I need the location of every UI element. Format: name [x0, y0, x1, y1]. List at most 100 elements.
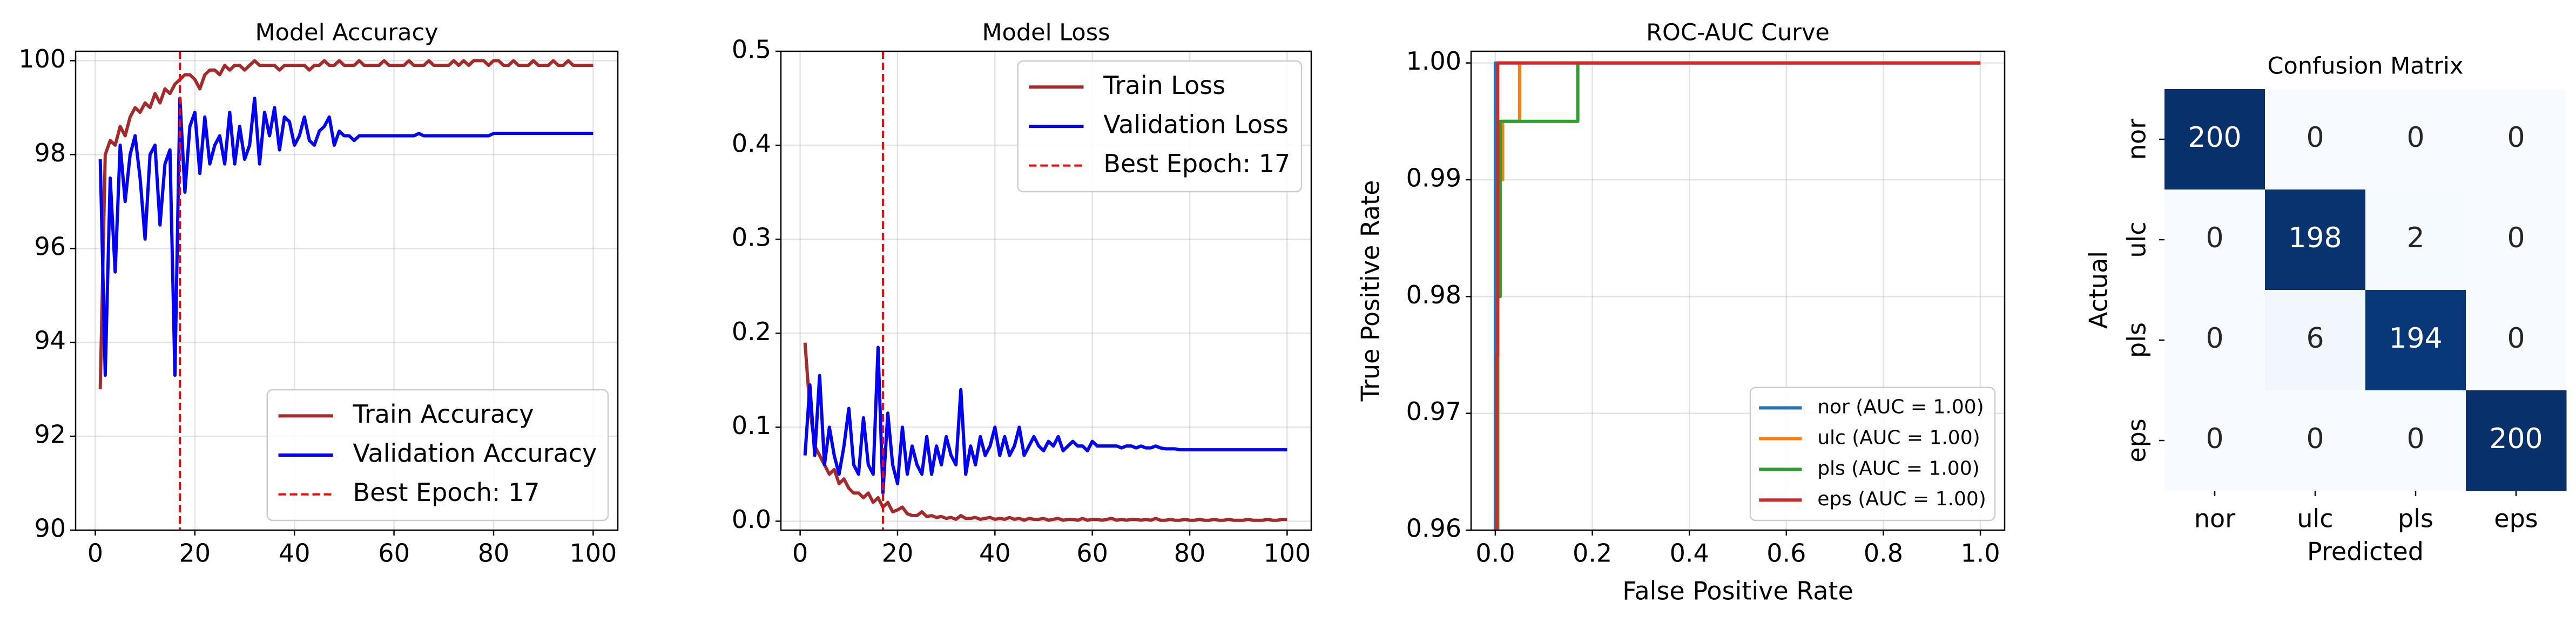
legend-label: nor (AUC = 1.00) — [1817, 396, 1984, 418]
x-tick-label: 100 — [569, 539, 617, 568]
y-axis-label: True Positive Rate — [1356, 180, 1385, 402]
cell-label: 0 — [2206, 222, 2223, 254]
legend-label: Validation Loss — [1103, 110, 1289, 139]
y-tick-label: 98 — [34, 138, 66, 167]
x-tick-label: 0 — [87, 539, 103, 568]
y-tick-label: 0.5 — [732, 35, 771, 64]
legend-label: Train Loss — [1103, 71, 1225, 100]
cell-label: 194 — [2389, 322, 2442, 355]
y-tick-label: 0.3 — [732, 223, 771, 252]
series-line — [803, 342, 1287, 522]
x-tick-label: pls — [2398, 504, 2433, 533]
axes-frame — [780, 50, 1312, 531]
x-tick-label: 0 — [792, 539, 808, 568]
cell-label: 0 — [2206, 322, 2223, 355]
heatmap-cell — [2164, 290, 2265, 391]
heatmap-cell — [2265, 89, 2366, 190]
y-tick-label: 0.99 — [1406, 163, 1461, 192]
chart-title: Model Loss — [982, 19, 1110, 46]
cell-label: 0 — [2406, 121, 2424, 154]
cell-label: 0 — [2406, 423, 2424, 455]
cell-label: 0 — [2206, 423, 2223, 455]
y-tick-label: 0.1 — [732, 411, 771, 440]
x-tick-label: 0.6 — [1766, 539, 1806, 568]
heatmap-cell — [2265, 390, 2366, 491]
cell-label: 198 — [2288, 222, 2342, 254]
y-tick-label: eps — [2122, 418, 2152, 462]
legend-label: Train Accuracy — [353, 399, 534, 429]
legend: nor (AUC = 1.00) ulc (AUC = 1.00) pls (AUC… — [1749, 387, 1996, 522]
x-tick-label: 100 — [1263, 539, 1311, 568]
heatmap-cell — [2365, 89, 2466, 190]
heatmap-cell — [2265, 189, 2366, 290]
y-tick-label: 1.00 — [1406, 46, 1461, 76]
x-tick-label: 60 — [1076, 539, 1108, 568]
x-tick-label: nor — [2194, 504, 2235, 533]
chart-title: Confusion Matrix — [2268, 53, 2464, 80]
legend-label: pls (AUC = 1.00) — [1817, 457, 1979, 479]
series-line — [1495, 61, 1981, 530]
x-tick-label: ulc — [2297, 504, 2333, 533]
chart-title: Model Accuracy — [255, 19, 438, 46]
x-axis-label: False Positive Rate — [1622, 577, 1853, 606]
chart-title: ROC-AUC Curve — [1646, 19, 1830, 46]
cell-label: 0 — [2507, 222, 2525, 254]
y-axis-label: Actual — [2084, 251, 2113, 329]
heatmap-cell — [2365, 290, 2466, 391]
x-tick-label: 40 — [279, 539, 311, 568]
heatmap-cell — [2265, 290, 2366, 391]
axes-frame — [75, 50, 619, 531]
x-tick-label: 40 — [979, 539, 1011, 568]
y-tick-label: 94 — [34, 326, 66, 355]
plot-area — [1493, 61, 1981, 530]
heatmap-cell — [2466, 290, 2567, 391]
legend-label: Best Epoch: 17 — [353, 478, 540, 507]
x-tick-label: 20 — [179, 539, 211, 568]
y-tick-label: ulc — [2122, 221, 2152, 258]
y-tick-label: nor — [2122, 119, 2152, 160]
x-tick-label: 80 — [1174, 539, 1206, 568]
series-line — [1496, 61, 1981, 530]
series-line — [803, 346, 1287, 495]
x-tick-label: 0.2 — [1573, 539, 1612, 568]
heatmap-cell — [2466, 89, 2567, 190]
legend-label: eps (AUC = 1.00) — [1817, 488, 1986, 510]
cell-label: 0 — [2306, 423, 2324, 455]
plot-area — [803, 51, 1287, 530]
x-tick-label: 80 — [478, 539, 510, 568]
y-tick-label: pls — [2122, 322, 2152, 358]
y-tick-label: 0.96 — [1406, 514, 1461, 543]
y-tick-label: 0.2 — [732, 317, 771, 346]
y-tick-label: 0.0 — [732, 505, 771, 534]
y-tick-label: 96 — [34, 232, 66, 261]
heatmap-cell — [2365, 390, 2466, 491]
heatmap-cell — [2164, 189, 2265, 290]
x-tick-label: 0.4 — [1670, 539, 1709, 568]
y-tick-label: 100 — [18, 44, 66, 73]
legend-box — [266, 389, 609, 522]
x-tick-label: 0.0 — [1475, 539, 1515, 568]
y-tick-label: 90 — [34, 514, 66, 543]
legend-box — [1749, 387, 1996, 522]
axes-frame — [1470, 50, 2006, 531]
x-tick-label: 20 — [882, 539, 914, 568]
series-line — [98, 96, 594, 377]
cell-label: 0 — [2306, 121, 2324, 154]
cell-label: 0 — [2507, 121, 2525, 154]
cell-label: 2 — [2406, 222, 2424, 254]
x-tick-label: 1.0 — [1961, 539, 2000, 568]
y-tick-label: 0.97 — [1406, 397, 1461, 426]
cell-label: 200 — [2188, 121, 2241, 154]
plot-area — [98, 51, 594, 530]
cell-label: 200 — [2489, 423, 2543, 455]
legend-label: Validation Accuracy — [353, 439, 597, 468]
y-tick-label: 0.4 — [732, 129, 771, 158]
legend: Train Loss Validation Loss Best Epoch: 17 — [1017, 60, 1303, 193]
series-line — [98, 59, 594, 390]
series-line — [1496, 61, 1981, 530]
heatmap-cell — [2466, 390, 2567, 491]
heatmap-cell — [2466, 189, 2567, 290]
x-tick-label: 0.8 — [1864, 539, 1903, 568]
legend-label: ulc (AUC = 1.00) — [1817, 426, 1980, 449]
